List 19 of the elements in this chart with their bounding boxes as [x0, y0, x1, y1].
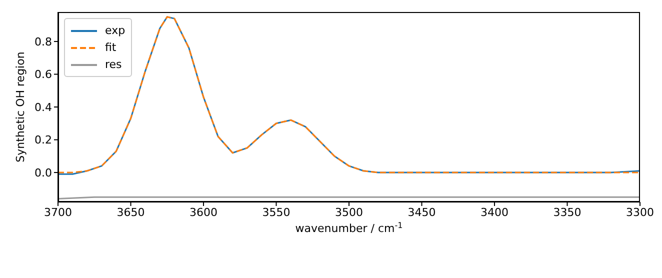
y-tick-label: 0.6	[34, 68, 52, 82]
y-tick-label: 0.2	[34, 134, 52, 147]
y-tick-label: 0.4	[34, 100, 52, 114]
x-tick-label: 3650	[116, 206, 145, 219]
x-tick-label: 3450	[408, 206, 436, 219]
y-tick-label: 0.0	[34, 166, 52, 180]
legend-label: exp	[105, 23, 126, 39]
legend-label: res	[105, 57, 122, 73]
legend-label: fit	[105, 40, 116, 56]
y-axis-title: Synthetic OH region	[14, 52, 27, 162]
x-tick-label: 3350	[553, 206, 582, 219]
y-tick-label: 0.8	[34, 35, 52, 48]
x-axis-title: wavenumber / cm$^{-1}$	[295, 220, 403, 235]
x-tick-label: 3500	[335, 206, 363, 219]
x-tick-label: 3550	[262, 206, 290, 219]
x-tick-label: 3300	[626, 206, 654, 219]
x-tick-label: 3600	[190, 206, 218, 219]
x-tick-label: 3400	[480, 206, 508, 219]
x-tick-label: 3700	[44, 206, 72, 219]
